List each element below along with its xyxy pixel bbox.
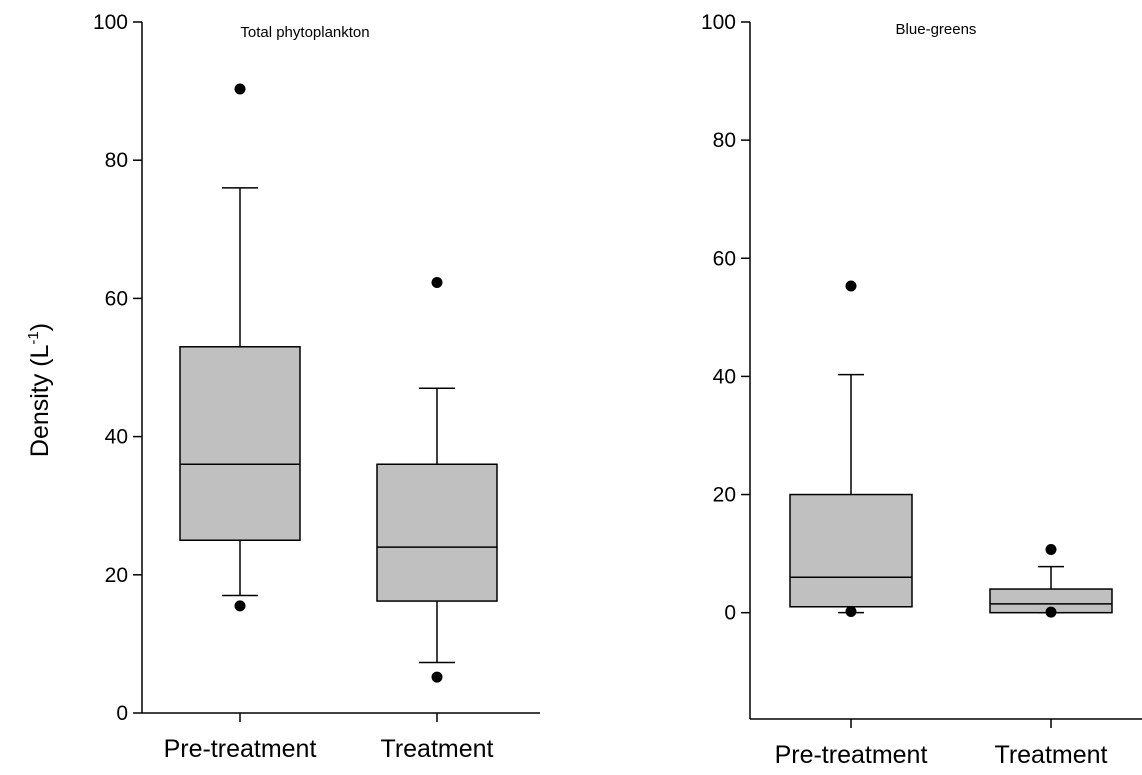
y-axis-label-sup: -1 xyxy=(25,331,42,344)
outlier-point xyxy=(234,83,246,95)
x-tick-label: Pre-treatment xyxy=(164,735,317,763)
y-tick-label: 80 xyxy=(105,149,128,172)
y-tick-label: 60 xyxy=(105,287,128,310)
box-pre-treatment xyxy=(179,83,301,612)
x-tick-label: Pre-treatment xyxy=(775,741,928,769)
y-tick-label: 0 xyxy=(116,702,128,725)
box-treatment xyxy=(376,277,498,683)
box-iqr xyxy=(376,463,498,602)
x-tick-label: Treatment xyxy=(994,741,1107,769)
box-treatment xyxy=(989,543,1113,618)
y-axis-label-main: Density (L xyxy=(26,344,54,457)
y-axis-label-close: ) xyxy=(26,323,54,331)
y-tick-label: 100 xyxy=(701,11,736,34)
y-tick-label: 40 xyxy=(713,365,736,388)
y-tick-label: 20 xyxy=(713,484,736,507)
box-iqr xyxy=(179,346,301,541)
panel-blue-greens: Blue-greens 0 20 40 60 80 100 Pre-treatment Trea… xyxy=(701,11,1142,769)
outlier-point xyxy=(234,600,246,612)
y-tick-label: 20 xyxy=(105,564,128,587)
panel-total-phytoplankton: Total phytoplankton 0 20 40 60 80 100 Pre-treat… xyxy=(93,11,540,763)
outlier-point xyxy=(431,671,443,683)
box-iqr xyxy=(789,493,913,608)
y-tick-label: 60 xyxy=(713,247,736,270)
outlier-point xyxy=(1045,543,1057,555)
outlier-point xyxy=(431,277,443,289)
x-tick-label: Treatment xyxy=(380,735,493,763)
y-tick-label: 80 xyxy=(713,129,736,152)
panel-title: Total phytoplankton xyxy=(240,24,369,41)
panel-title: Blue-greens xyxy=(896,21,977,38)
outlier-point xyxy=(1045,606,1057,618)
y-tick-label: 0 xyxy=(724,602,736,625)
y-tick-label: 40 xyxy=(105,426,128,449)
y-tick-label: 100 xyxy=(93,11,128,34)
box-pre-treatment xyxy=(789,280,913,617)
y-axis-label: Density (L-1) xyxy=(25,323,54,457)
outlier-point xyxy=(845,605,857,617)
outlier-point xyxy=(845,280,857,292)
